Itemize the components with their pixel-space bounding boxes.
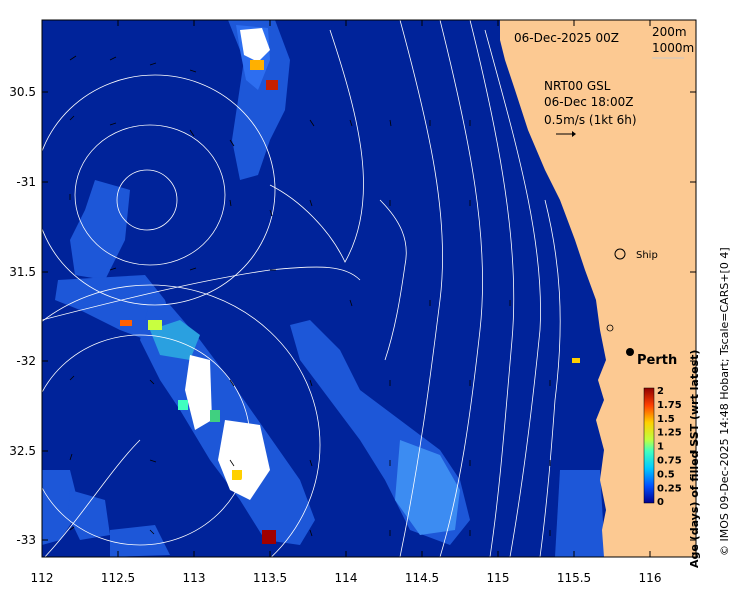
colorbar-tick-label: 1.25 <box>657 428 682 439</box>
y-tick-label: -31 <box>16 175 36 189</box>
perth-marker <box>626 348 634 356</box>
date-label: 06-Dec-2025 00Z <box>514 31 619 45</box>
city-label: Perth <box>637 353 677 368</box>
colorbar-tick-label: 1 <box>657 442 664 453</box>
contour-lines <box>42 20 561 557</box>
depth-legend-200m: 200m <box>652 25 687 39</box>
y-tick-label: -32 <box>16 354 36 368</box>
ship-marker <box>614 248 626 260</box>
x-axis: 112 112.5 113 113.5 114 114.5 115 115.5 116 <box>31 20 662 585</box>
x-tick-label: 114.5 <box>405 571 439 585</box>
x-tick-label: 113 <box>183 571 206 585</box>
sst-patches <box>42 20 605 557</box>
x-tick-label: 115.5 <box>557 571 591 585</box>
colorbar-tick-label: 0 <box>657 497 664 508</box>
colorbar-tick-label: 0.75 <box>657 456 682 467</box>
x-tick-label: 112.5 <box>101 571 135 585</box>
colorbar <box>643 387 655 504</box>
y-tick-label: 31.5 <box>9 265 36 279</box>
colorbar-ticks: 2 1.75 1.5 1.25 1 0.75 0.5 0.25 0 <box>657 386 682 508</box>
colorbar-tick-label: 0.25 <box>657 483 682 494</box>
depth-legend-1000m: 1000m <box>652 41 694 55</box>
rottnest-patch <box>572 358 580 363</box>
map-area <box>42 20 696 557</box>
current-time: 06-Dec 18:00Z <box>544 95 633 109</box>
x-tick-label: 116 <box>639 571 662 585</box>
current-scale-arrow <box>556 131 576 137</box>
colorbar-tick-label: 1.5 <box>657 414 675 425</box>
colorbar-title: Age (days) of filled SST (wrt latest) <box>688 350 701 568</box>
x-tick-label: 112 <box>31 571 54 585</box>
y-tick-label: 30.5 <box>9 85 36 99</box>
x-tick-label: 113.5 <box>253 571 287 585</box>
colorbar-tick-label: 2 <box>657 386 664 397</box>
colorbar-tick-label: 0.5 <box>657 469 675 480</box>
colorbar-tick-label: 1.75 <box>657 400 682 411</box>
island-marker <box>606 324 614 332</box>
plot-frame <box>41 19 697 558</box>
current-scale: 0.5m/s (1kt 6h) <box>544 113 637 127</box>
current-vectors <box>69 55 551 537</box>
x-tick-label: 114 <box>335 571 358 585</box>
y-axis: 30.5 -31 31.5 -32 32.5 -33 <box>9 85 696 547</box>
y-tick-label: 32.5 <box>9 444 36 458</box>
x-tick-label: 115 <box>487 571 510 585</box>
y-tick-label: -33 <box>16 533 36 547</box>
current-title: NRT00 GSL <box>544 79 611 93</box>
credit-text: © IMOS 09-Dec-2025 14:48 Hobart; Tscale=… <box>718 247 731 556</box>
ship-label: Ship <box>636 250 658 261</box>
